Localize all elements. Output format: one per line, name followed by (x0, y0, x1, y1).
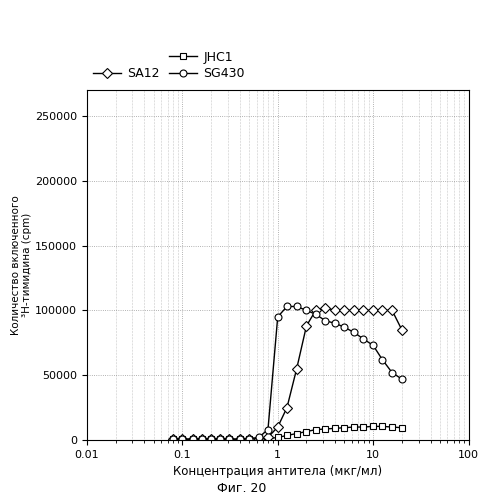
SA12 (370, 308, 376, 314)
JHC1 (275, 434, 281, 440)
JHC1 (370, 424, 376, 430)
SA12 (199, 436, 205, 442)
JHC1 (284, 432, 290, 438)
JHC1 (246, 436, 252, 442)
SG430 (380, 356, 385, 362)
SA12 (360, 308, 366, 314)
SA12 (351, 308, 357, 314)
SA12 (341, 308, 347, 314)
SA12 (323, 305, 328, 311)
SG430 (360, 336, 366, 342)
SA12 (380, 308, 385, 314)
SG430 (294, 304, 299, 310)
SG430 (227, 436, 232, 442)
SG430 (303, 308, 309, 314)
SA12 (246, 436, 252, 442)
Text: Фиг. 20: Фиг. 20 (217, 482, 266, 495)
Line: SA12: SA12 (170, 304, 405, 443)
SA12 (332, 308, 338, 314)
SG430 (190, 436, 196, 442)
SG430 (284, 304, 290, 310)
SA12 (256, 436, 261, 442)
JHC1 (323, 426, 328, 432)
SG430 (199, 436, 205, 442)
SA12 (227, 436, 232, 442)
SG430 (208, 436, 214, 442)
Y-axis label: Количество включенного
³H-тимидина (cpm): Количество включенного ³H-тимидина (cpm) (11, 195, 32, 335)
JHC1 (341, 424, 347, 430)
SG430 (217, 436, 223, 442)
SG430 (237, 436, 242, 442)
SG430 (170, 436, 176, 442)
SG430 (275, 314, 281, 320)
JHC1 (170, 436, 176, 442)
SA12 (208, 436, 214, 442)
SG430 (389, 370, 395, 376)
SA12 (180, 436, 185, 442)
JHC1 (199, 436, 205, 442)
JHC1 (256, 436, 261, 442)
JHC1 (303, 428, 309, 434)
SG430 (351, 330, 357, 336)
SA12 (170, 436, 176, 442)
SA12 (217, 436, 223, 442)
SG430 (246, 436, 252, 442)
SA12 (313, 308, 319, 314)
SG430 (323, 318, 328, 324)
JHC1 (208, 436, 214, 442)
SG430 (265, 426, 271, 432)
JHC1 (380, 424, 385, 430)
SG430 (341, 324, 347, 330)
JHC1 (399, 424, 405, 430)
SA12 (275, 424, 281, 430)
JHC1 (351, 424, 357, 430)
JHC1 (313, 426, 319, 432)
JHC1 (332, 426, 338, 432)
SA12 (265, 434, 271, 440)
JHC1 (360, 424, 366, 430)
SG430 (399, 376, 405, 382)
SA12 (237, 436, 242, 442)
Line: SG430: SG430 (170, 303, 405, 443)
JHC1 (217, 436, 223, 442)
SA12 (389, 308, 395, 314)
SG430 (256, 434, 261, 440)
JHC1 (265, 436, 271, 442)
Legend: , SA12, JHC1, SG430: , SA12, JHC1, SG430 (93, 50, 245, 80)
SA12 (294, 366, 299, 372)
SG430 (313, 312, 319, 318)
SA12 (303, 323, 309, 329)
SG430 (370, 342, 376, 348)
X-axis label: Концентрация антитела (мкг/мл): Концентрация антитела (мкг/мл) (173, 466, 382, 478)
SA12 (399, 327, 405, 333)
JHC1 (294, 430, 299, 436)
JHC1 (190, 436, 196, 442)
JHC1 (180, 436, 185, 442)
JHC1 (389, 424, 395, 430)
SA12 (190, 436, 196, 442)
SG430 (332, 320, 338, 326)
SA12 (284, 404, 290, 410)
JHC1 (227, 436, 232, 442)
Line: JHC1: JHC1 (170, 423, 405, 443)
JHC1 (237, 436, 242, 442)
SG430 (180, 436, 185, 442)
